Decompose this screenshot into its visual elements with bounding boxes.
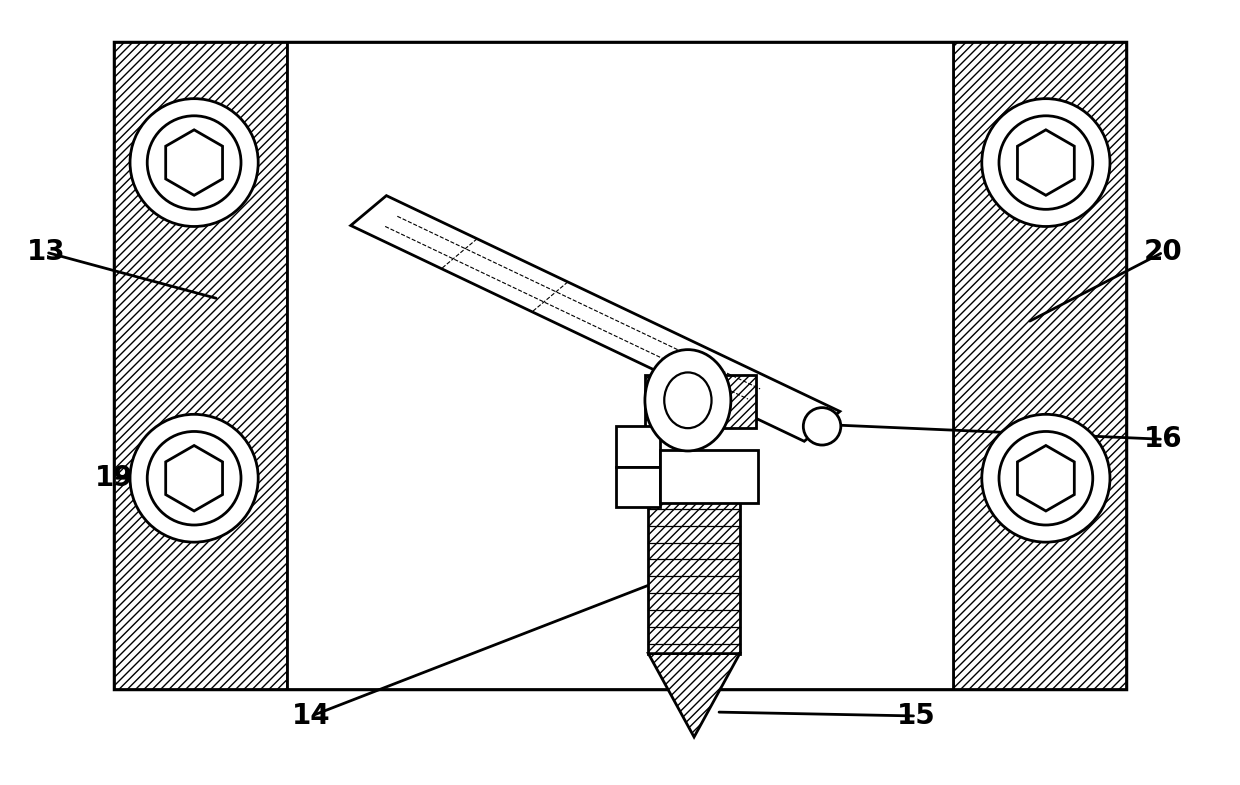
Ellipse shape xyxy=(148,432,241,525)
Ellipse shape xyxy=(999,432,1092,525)
Ellipse shape xyxy=(645,349,730,451)
Ellipse shape xyxy=(130,414,258,542)
Polygon shape xyxy=(166,446,222,511)
Bar xyxy=(954,42,1126,688)
Text: 16: 16 xyxy=(1143,425,1183,453)
Text: 15: 15 xyxy=(897,702,936,730)
Bar xyxy=(649,499,740,654)
Ellipse shape xyxy=(665,372,712,428)
Bar xyxy=(616,466,660,507)
Bar xyxy=(286,42,954,688)
Text: 13: 13 xyxy=(27,238,66,266)
Polygon shape xyxy=(351,195,839,441)
Ellipse shape xyxy=(982,99,1110,227)
Text: 19: 19 xyxy=(94,464,133,492)
Ellipse shape xyxy=(804,407,841,445)
Ellipse shape xyxy=(130,99,258,227)
Polygon shape xyxy=(1018,130,1074,195)
Polygon shape xyxy=(649,654,740,737)
Ellipse shape xyxy=(982,414,1110,542)
Text: 14: 14 xyxy=(293,702,331,730)
Polygon shape xyxy=(1018,446,1074,511)
Ellipse shape xyxy=(999,116,1092,210)
Bar xyxy=(645,374,756,428)
Bar xyxy=(114,42,286,688)
Ellipse shape xyxy=(148,116,241,210)
Bar xyxy=(616,426,660,466)
Text: 20: 20 xyxy=(1143,238,1183,266)
Polygon shape xyxy=(166,130,222,195)
Bar xyxy=(114,42,1126,688)
Bar xyxy=(660,450,758,503)
